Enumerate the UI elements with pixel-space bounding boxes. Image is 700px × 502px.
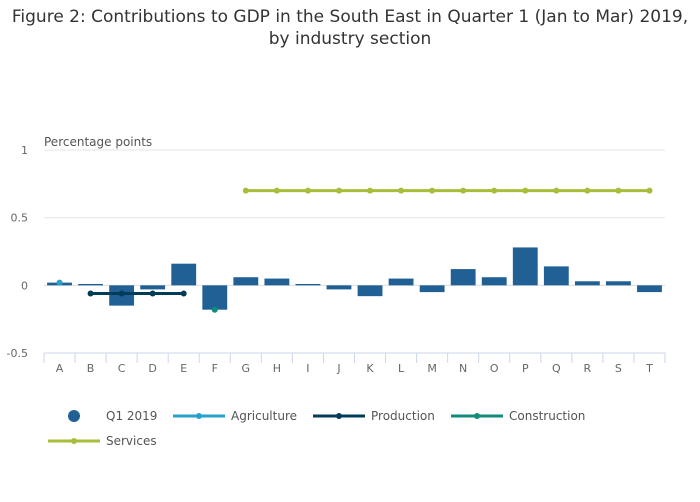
series-point xyxy=(584,187,591,194)
series-point xyxy=(646,187,653,194)
series-point xyxy=(242,187,249,194)
legend-label: Construction xyxy=(509,409,585,423)
series-point xyxy=(615,187,622,194)
bar xyxy=(295,283,321,286)
series-point xyxy=(273,187,280,194)
x-tick-label: L xyxy=(398,362,405,375)
bar xyxy=(78,283,103,286)
y-tick-label: 0.5 xyxy=(11,212,29,225)
legend-label: Services xyxy=(106,434,157,448)
series-point xyxy=(522,187,529,194)
series-point xyxy=(460,187,467,194)
series-point xyxy=(118,290,125,297)
series-point xyxy=(553,187,560,194)
series-point xyxy=(211,306,218,313)
bar xyxy=(512,247,538,286)
legend-symbol-marker xyxy=(71,438,77,444)
legend-symbol-marker xyxy=(336,413,342,419)
bar xyxy=(606,281,631,286)
y-tick-label: 1 xyxy=(21,144,28,157)
x-tick-label: D xyxy=(148,362,156,375)
series-point xyxy=(149,290,156,297)
series-point xyxy=(429,187,436,194)
bar xyxy=(140,285,166,290)
bar xyxy=(388,278,414,286)
x-tick-label: N xyxy=(459,362,467,375)
bar xyxy=(264,278,290,286)
series-point xyxy=(491,187,498,194)
chart-title: Figure 2: Contributions to GDP in the So… xyxy=(11,7,689,49)
bar xyxy=(326,285,352,290)
legend-label: Agriculture xyxy=(231,409,297,423)
bar xyxy=(202,285,228,310)
bar xyxy=(574,281,600,286)
x-tick-label: B xyxy=(87,362,95,375)
bar xyxy=(233,277,259,286)
bar xyxy=(450,269,476,286)
x-tick-label: G xyxy=(242,362,251,375)
x-tick-label: J xyxy=(336,362,340,375)
x-tick-label: E xyxy=(180,362,187,375)
x-tick-label: S xyxy=(615,362,622,375)
series-point xyxy=(398,187,405,194)
x-tick-label: T xyxy=(645,362,653,375)
bar xyxy=(357,285,383,297)
y-tick-label: 0 xyxy=(21,279,28,292)
series-point xyxy=(335,187,342,194)
x-tick-label: K xyxy=(366,362,374,375)
x-tick-label: F xyxy=(212,362,218,375)
y-tick-label: -0.5 xyxy=(7,347,28,360)
series-point xyxy=(180,290,187,297)
series-point xyxy=(87,290,94,297)
legend-label: Q1 2019 xyxy=(106,409,157,423)
x-tick-label: O xyxy=(490,362,499,375)
x-tick-label: I xyxy=(306,362,309,375)
x-tick-label: A xyxy=(56,362,64,375)
series-point xyxy=(367,187,374,194)
legend-symbol-marker xyxy=(474,413,480,419)
x-tick-label: H xyxy=(273,362,281,375)
y-axis-label: Percentage points xyxy=(44,135,152,149)
bar xyxy=(637,285,662,293)
series-point xyxy=(56,279,63,286)
x-tick-label: P xyxy=(522,362,529,375)
legend-symbol-marker xyxy=(196,413,202,419)
bar xyxy=(171,263,197,286)
x-tick-label: R xyxy=(584,362,592,375)
x-tick-label: Q xyxy=(552,362,561,375)
bar xyxy=(543,266,569,286)
bar xyxy=(481,277,507,286)
series-point xyxy=(304,187,311,194)
legend-symbol xyxy=(68,410,80,422)
x-tick-label: C xyxy=(118,362,126,375)
x-tick-label: M xyxy=(427,362,437,375)
legend-label: Production xyxy=(371,409,435,423)
bar xyxy=(419,285,445,293)
